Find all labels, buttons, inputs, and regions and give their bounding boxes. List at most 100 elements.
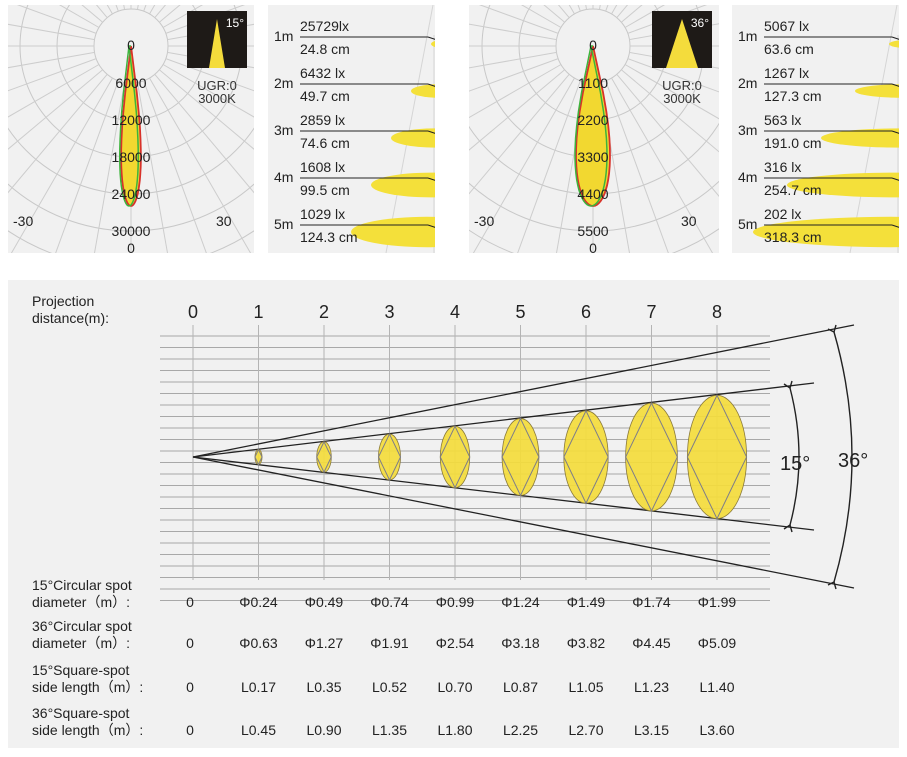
lux-distance: 4m [738,169,757,185]
lux-value: 202 lx [764,206,801,222]
lux-distance: 5m [738,216,757,232]
radial-tick-label: 18000 [112,149,151,165]
lux-distance: 3m [738,122,757,138]
polar-radial-line [605,80,669,253]
lux-spot [371,172,435,198]
spot-row-value: Φ1.99 [698,594,737,610]
spot-row-value: Φ3.18 [501,635,540,651]
lux-spot [391,128,435,148]
spot-row-value: L3.15 [634,722,669,738]
spot-row-label-line1: 36°Square-spot [32,705,130,721]
lux-distance: 3m [274,122,293,138]
spot-row-value: Φ0.99 [436,594,475,610]
spot-row-label-line2: diameter（m）: [32,635,130,651]
spot-row-value: L1.23 [634,679,669,695]
lux-table-15: 1m 25729lx 24.8 cm 2m 6432 lx 49.7 cm 3m 2859 l… [268,5,435,253]
spot-row-value: L3.60 [699,722,734,738]
lux-diameter: 99.5 cm [300,182,350,198]
ugr-label: UGR:0 [197,78,237,93]
lux-distance: 1m [274,28,293,44]
lux-guide-line [385,5,434,253]
lux-leader [891,36,899,40]
lux-spot [855,84,899,98]
angle-label-15: 15° [780,453,810,475]
polar-radial-line [478,5,559,34]
light-spot [686,394,748,520]
spot-row-value: L0.90 [306,722,341,738]
polar-radial-line [469,74,570,195]
angle-label-left: -30 [13,213,33,229]
spot-row-value: 0 [186,679,194,695]
angle-label-36: 36° [838,450,868,472]
polar-radial-line [616,74,719,197]
polar-radial-line [520,5,562,28]
lux-value: 563 lx [764,112,801,128]
angle-label-right: 30 [216,213,232,229]
polar-radial-line [605,5,609,12]
spot-row-value: L1.05 [568,679,603,695]
radial-tick-label: 24000 [112,186,151,202]
polar-radial-line [611,77,714,253]
polar-radial-line [469,23,557,41]
lux-spot [411,84,435,98]
lux-leader [427,36,435,40]
lux-leader [891,177,899,181]
projection-diagram: 0 1 2 3 4 5 6 7 8 Projection distance(m): 15° 36° 15°… [8,280,899,748]
beam-line-15-bottom [192,456,815,531]
angle-arc-15-arrow-top [783,380,793,390]
spot-row-value: Φ5.09 [698,635,737,651]
spot-row-value: L2.70 [568,722,603,738]
lux-diameter: 254.7 cm [764,182,822,198]
lux-value: 25729lx [300,18,349,34]
beam-lobe-c90 [118,45,140,207]
beam-line-36-top [192,324,855,458]
cct-label: 3000K [663,91,701,106]
beam-line-15-top [192,382,815,458]
lux-value: 1029 lx [300,206,345,222]
beam-cone-icon [209,19,225,68]
square-spot [254,448,263,466]
radial-tick-label: 30000 [112,223,151,239]
light-spot [563,410,609,504]
spot-row-label-line1: 15°Circular spot [32,577,132,593]
light-spot [316,441,332,473]
distance-tick-label: 4 [450,302,460,322]
spot-row-value: Φ2.54 [436,635,475,651]
lux-value: 1267 lx [764,65,809,81]
polar-radial-line [58,5,100,28]
radial-tick-label: 4400 [577,186,608,202]
spot-row-value: 0 [186,594,194,610]
angle-label-right: 30 [681,213,697,229]
lux-diameter: 74.6 cm [300,135,350,151]
spot-row-value: L2.25 [503,722,538,738]
lux-distance: 2m [738,75,757,91]
polar-radial-line [8,58,97,92]
square-spot [501,417,540,497]
polar-radial-line [136,82,169,253]
lux-value: 5067 lx [764,18,809,34]
lux-spot [787,172,899,198]
angle-label-left: -30 [474,213,494,229]
radial-tick-label: 1100 [578,75,608,91]
polar-radial-line [162,64,254,118]
lux-leader [427,130,435,134]
polar-bottom-label: 0 [589,240,597,253]
polar-center-label: 0 [127,37,135,53]
distance-tick-label: 1 [253,302,263,322]
lux-spot [431,41,435,47]
spot-row-value: L1.40 [699,679,734,695]
polar-radial-line [517,80,581,253]
spot-row-label-line1: 36°Circular spot [32,618,132,634]
spot-row-value: 0 [186,635,194,651]
polar-radial-line [624,64,719,120]
lux-leader [891,83,899,87]
polar-chart-36: 1100 2200 3300 4400 5500 0 0 -30 30 36° UGR:0 3000K [469,5,719,253]
angle-arc-15 [789,387,800,526]
lux-spot [753,216,899,248]
square-spot [377,432,402,482]
lux-leader [427,177,435,181]
light-spot [501,418,540,496]
spot-row-value: Φ0.74 [370,594,409,610]
distance-tick-label: 6 [581,302,591,322]
